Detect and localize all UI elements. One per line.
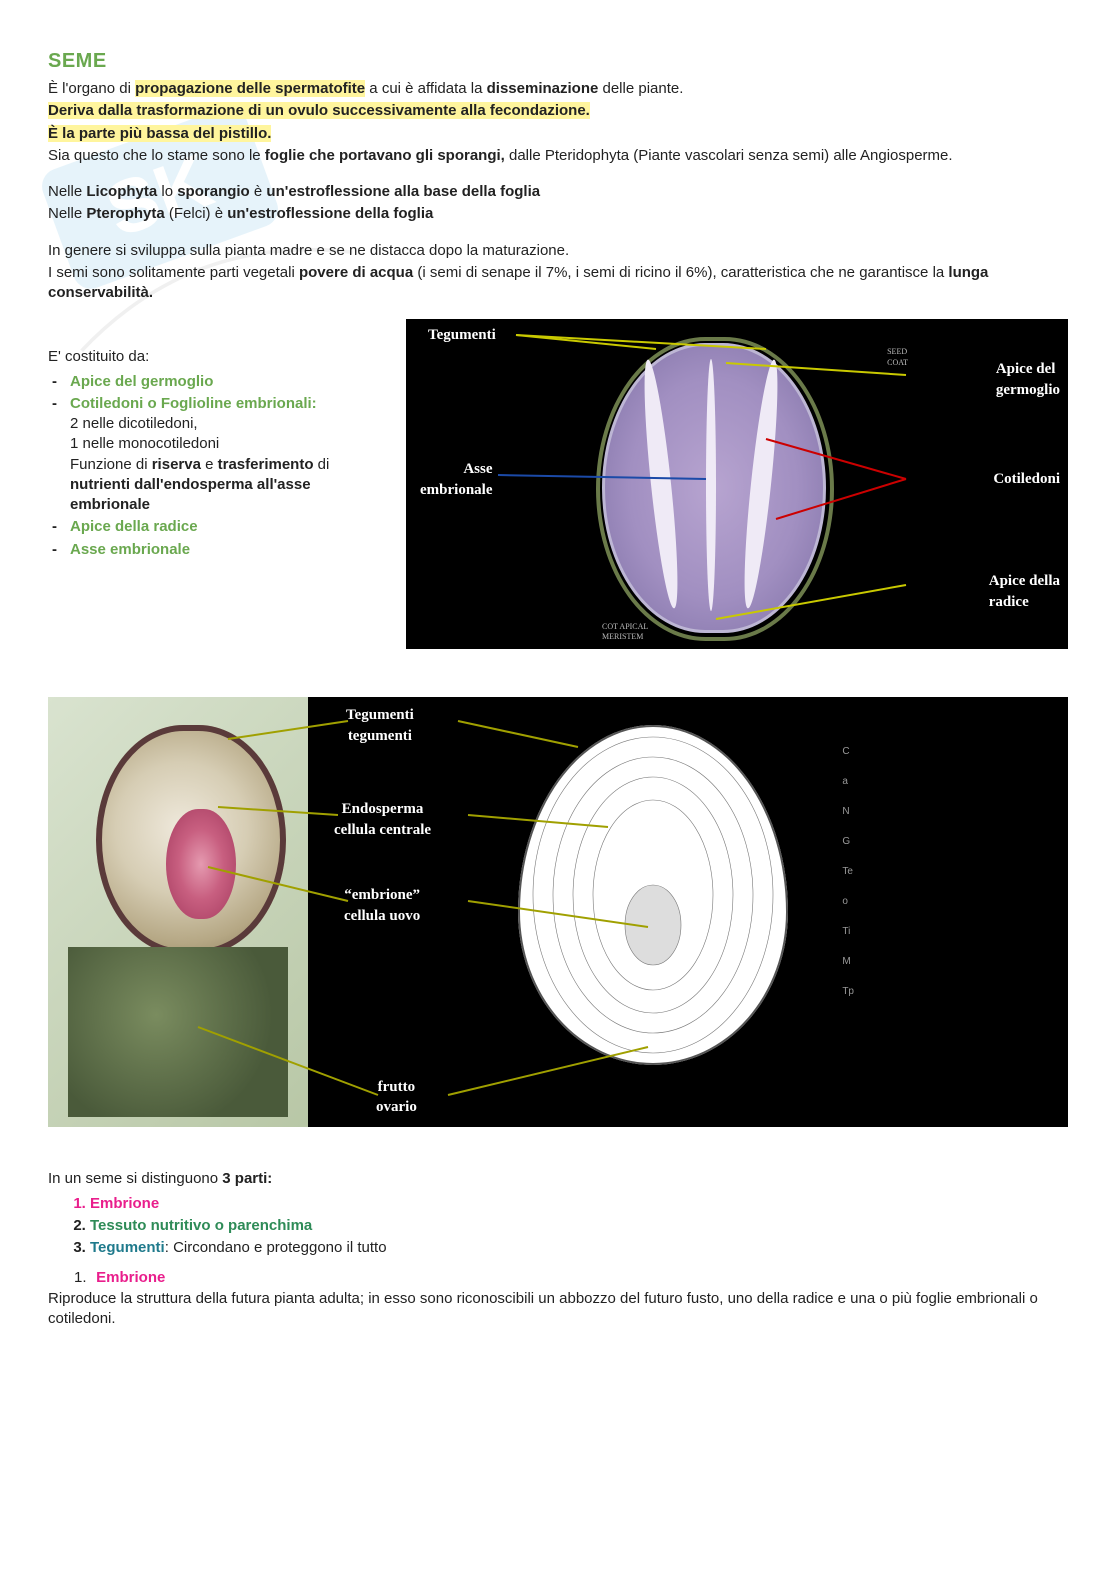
bold-hl: propagazione delle spermatofite [135, 80, 365, 97]
intro-line-5: Nelle Licophyta lo sporangio è un'estrof… [48, 182, 1068, 202]
text: Funzione di [70, 456, 152, 473]
key: Tegumenti [90, 1239, 165, 1256]
text: Nelle [48, 183, 86, 200]
page-title: SEME [48, 48, 1068, 75]
bold: Licophyta [86, 183, 157, 200]
intro-line-4: Sia questo che lo stame sono le foglie c… [48, 146, 1068, 166]
part-tessuto: Tessuto nutritivo o parenchima [90, 1216, 1068, 1236]
bold: 3 parti: [222, 1170, 272, 1187]
li-cotiledoni: Cotiledoni o Foglioline embrionali: [70, 395, 317, 412]
embrione-num: 1. [74, 1268, 92, 1288]
rest: : Circondano e proteggono il tutto [165, 1239, 387, 1256]
text: Nelle [48, 205, 86, 222]
letter: a [842, 767, 854, 797]
letter: C [842, 737, 854, 767]
text: dalle Pteridophyta (Piante vascolari sen… [505, 147, 953, 164]
part-tegumenti: Tegumenti: Circondano e proteggono il tu… [90, 1238, 1068, 1258]
intro-line-7: In genere si sviluppa sulla pianta madre… [48, 241, 1068, 261]
bold: trasferimento [218, 456, 314, 473]
letter: G [842, 827, 854, 857]
bold: sporangio [177, 183, 250, 200]
fig2-leaders [48, 697, 1068, 1127]
bold-hl: È la parte più bassa del pistillo. [48, 125, 271, 142]
letter: N [842, 797, 854, 827]
text: delle piante. [598, 80, 683, 97]
bold: riserva [152, 456, 201, 473]
li-apice-germoglio: Apice del germoglio [70, 373, 213, 390]
text: e [201, 456, 218, 473]
text: è [250, 183, 267, 200]
key: Embrione [90, 1195, 159, 1212]
li-cotiledoni-body1: 2 nelle dicotiledoni, 1 nelle monocotile… [70, 414, 388, 455]
text: (i semi di senape il 7%, i semi di ricin… [413, 264, 948, 281]
text: lo [157, 183, 177, 200]
parts-lead: In un seme si distinguono 3 parti: [48, 1169, 1068, 1189]
fig2-side-letters: C a N G Te o Ti M Tp [842, 737, 854, 1007]
constituito-list: E' costituito da: Apice del germoglio Co… [48, 319, 388, 564]
key: Tessuto nutritivo o parenchima [90, 1217, 312, 1234]
text: (Felci) è [165, 205, 228, 222]
parts-list: Embrione Tessuto nutritivo o parenchima … [48, 1194, 1068, 1259]
part-embrione: Embrione [90, 1194, 1068, 1214]
fig1-leaders [406, 319, 1068, 649]
text: I semi sono solitamente parti vegetali [48, 264, 299, 281]
li-asse-embrionale: Asse embrionale [70, 541, 190, 558]
letter: Ti [842, 917, 854, 947]
letter: o [842, 887, 854, 917]
text: a cui è affidata la [365, 80, 486, 97]
row-constituito: E' costituito da: Apice del germoglio Co… [48, 319, 1068, 649]
bold-hl: Deriva dalla trasformazione di un ovulo … [48, 102, 590, 119]
text: di [313, 456, 329, 473]
text: Sia questo che lo stame sono le [48, 147, 265, 164]
bold: foglie che portavano gli sporangi, [265, 147, 505, 164]
letter: Tp [842, 977, 854, 1007]
li-apice-radice: Apice della radice [70, 518, 198, 535]
text: È l'organo di [48, 80, 135, 97]
bold: un'estroflessione alla base della foglia [266, 183, 540, 200]
bold: disseminazione [487, 80, 599, 97]
bold: un'estroflessione della foglia [227, 205, 433, 222]
embrione-body: Riproduce la struttura della futura pian… [48, 1289, 1068, 1330]
intro-line-2: Deriva dalla trasformazione di un ovulo … [48, 101, 1068, 121]
bold: povere di acqua [299, 264, 413, 281]
figure-seed-2: Tegumenti tegumenti Endosperma cellula c… [48, 697, 1068, 1127]
li-cotiledoni-body2: Funzione di riserva e trasferimento di n… [70, 455, 388, 516]
bold: nutrienti dall'endosperma all'asse embri… [70, 476, 311, 513]
bold: Pterophyta [86, 205, 164, 222]
text: In un seme si distinguono [48, 1170, 222, 1187]
intro-line-6: Nelle Pterophyta (Felci) è un'estrofless… [48, 204, 1068, 224]
embrione-head: Embrione [96, 1269, 165, 1286]
intro-line-1: È l'organo di propagazione delle spermat… [48, 79, 1068, 99]
constituito-lead: E' costituito da: [48, 347, 388, 367]
intro-line-8: I semi sono solitamente parti vegetali p… [48, 263, 1068, 304]
letter: Te [842, 857, 854, 887]
embrione-section: 1. Embrione [48, 1268, 1068, 1288]
intro-line-3: È la parte più bassa del pistillo. [48, 124, 1068, 144]
letter: M [842, 947, 854, 977]
figure-seed-1: Tegumenti Apice del germoglio Asse embri… [406, 319, 1068, 649]
